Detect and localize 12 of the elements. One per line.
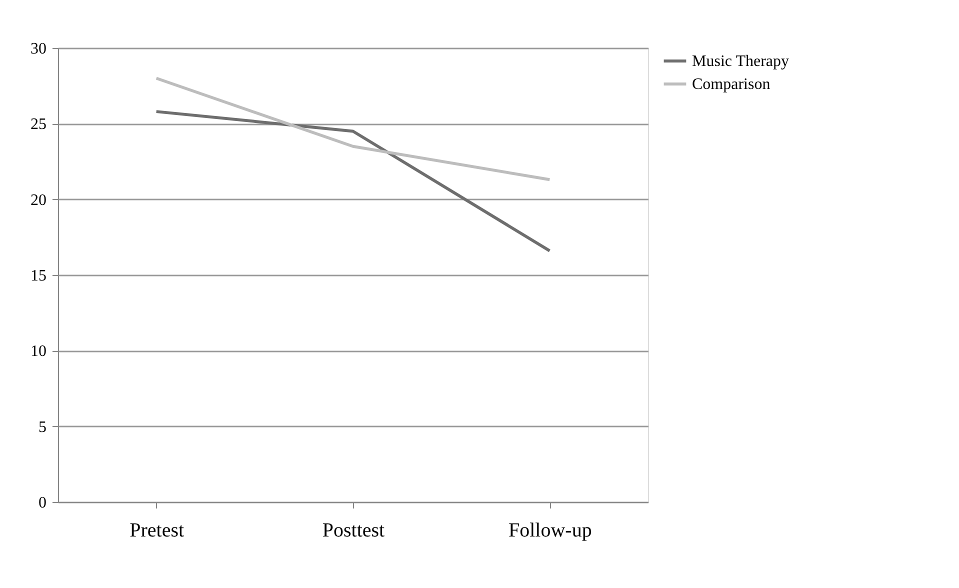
y-tick-label: 15 bbox=[30, 268, 46, 284]
y-tick-label: 0 bbox=[38, 494, 46, 512]
y-tick-label: 30 bbox=[30, 40, 46, 58]
x-tick-label: Posttest bbox=[322, 520, 386, 542]
x-tick-label: Follow-up bbox=[508, 520, 592, 542]
y-tick-label: 20 bbox=[30, 192, 46, 209]
y-tick-label: 5 bbox=[38, 418, 46, 436]
legend-label: Comparison bbox=[692, 76, 770, 93]
legend-label: Music Therapy bbox=[692, 53, 790, 70]
y-tick-label: 25 bbox=[30, 116, 46, 134]
y-tick-label: 10 bbox=[30, 343, 46, 360]
x-tick-label: Pretest bbox=[130, 520, 184, 542]
